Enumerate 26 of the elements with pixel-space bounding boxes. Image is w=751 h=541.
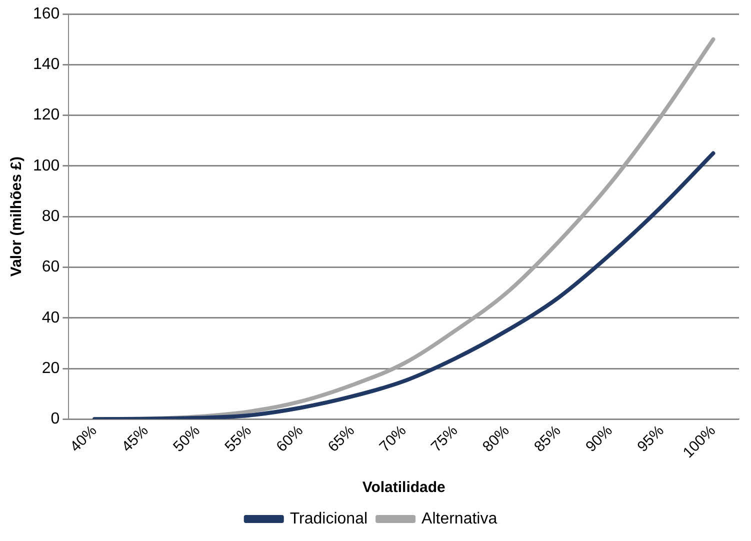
x-tick-label: 65%: [324, 422, 358, 456]
y-tick-label: 120: [32, 106, 60, 124]
y-tick-label: 160: [32, 5, 60, 22]
x-tick-label: 60%: [273, 422, 306, 456]
y-axis-title: Valor (milhões £): [8, 156, 26, 277]
x-tick-label: 80%: [479, 422, 513, 456]
x-tick-label: 75%: [428, 422, 462, 456]
y-tick-label: 0: [50, 410, 60, 428]
x-tick-label: 85%: [531, 422, 564, 456]
y-tick-label: 80: [42, 208, 60, 225]
x-tick-label: 45%: [118, 422, 152, 456]
x-axis-title: Volatilidade: [362, 479, 446, 496]
line-series: [92, 151, 716, 420]
x-tick-label: 70%: [376, 422, 410, 456]
y-tick-label: 140: [32, 56, 60, 74]
legend-label: Alternativa: [422, 510, 498, 528]
x-tick-label: 50%: [170, 422, 204, 456]
y-tick-label: 60: [42, 258, 60, 276]
x-tick-label: 95%: [634, 422, 668, 456]
y-tick-label: 20: [42, 360, 60, 377]
y-tick-label: 100: [32, 157, 60, 174]
x-tick-label: 40%: [66, 422, 100, 456]
y-tick-label: 40: [42, 309, 60, 326]
x-tick-label: 55%: [222, 422, 255, 456]
x-tick-label: 90%: [582, 422, 616, 456]
legend-label: Tradicional: [290, 510, 368, 528]
